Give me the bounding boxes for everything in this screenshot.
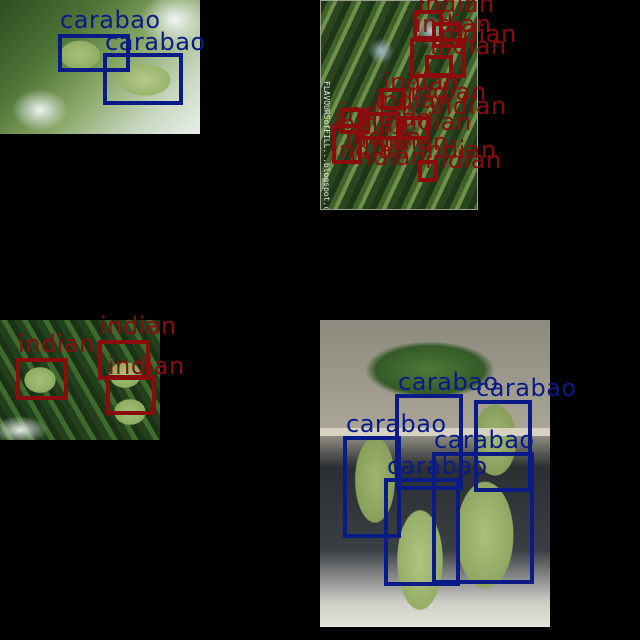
detection-box [103,53,183,105]
detection-label: carabao [387,452,488,480]
detection-label: indian [420,136,497,164]
watermark-text: FLAVOURSofFILL...blogspot.com [322,81,331,210]
detection-box [332,124,362,164]
detection-label: indian [345,123,422,151]
image-tile-top-left [0,0,200,134]
detection-box [418,160,438,182]
detection-label: indian [383,68,460,96]
detection-box [432,452,534,584]
detection-label: carabao [105,28,206,56]
detection-label: carabao [398,368,499,396]
image-tile-top-middle: FLAVOURSofFILL...blogspot.com [320,0,478,210]
detection-label: carabao [60,6,161,34]
detection-label: indian [333,110,410,138]
detection-box [343,436,401,538]
detection-label: indian [100,312,177,340]
detection-label: indian [108,352,185,380]
detection-box [360,112,400,140]
detection-label: carabao [346,410,447,438]
detection-label: indian [355,104,432,132]
detection-label: indian [425,146,502,174]
detection-label: indian [430,32,507,60]
detection-label: indian [372,128,449,156]
detection-box [432,22,462,48]
detection-label: indian [395,108,472,136]
detection-box [340,108,370,134]
detection-box [384,478,460,586]
detection-label: indian [410,78,487,106]
detection-box [106,375,156,415]
detection-label: indian [430,92,507,120]
detection-box [400,116,430,140]
detection-label: indian [350,143,427,171]
detection-box [380,88,406,110]
detection-box [474,400,532,492]
window-frame [320,428,550,436]
detection-label: indian [418,0,495,18]
detection-box [425,55,453,77]
detection-label: indian [375,86,452,114]
detection-label: indian [340,98,417,126]
detection-label: carabao [476,374,577,402]
detection-box [16,358,68,400]
detection-label: indian [440,20,517,48]
detection-label: indian [415,10,492,38]
detection-label: indian [18,330,95,358]
detection-label: carabao [434,426,535,454]
detection-label: indian [332,136,409,164]
